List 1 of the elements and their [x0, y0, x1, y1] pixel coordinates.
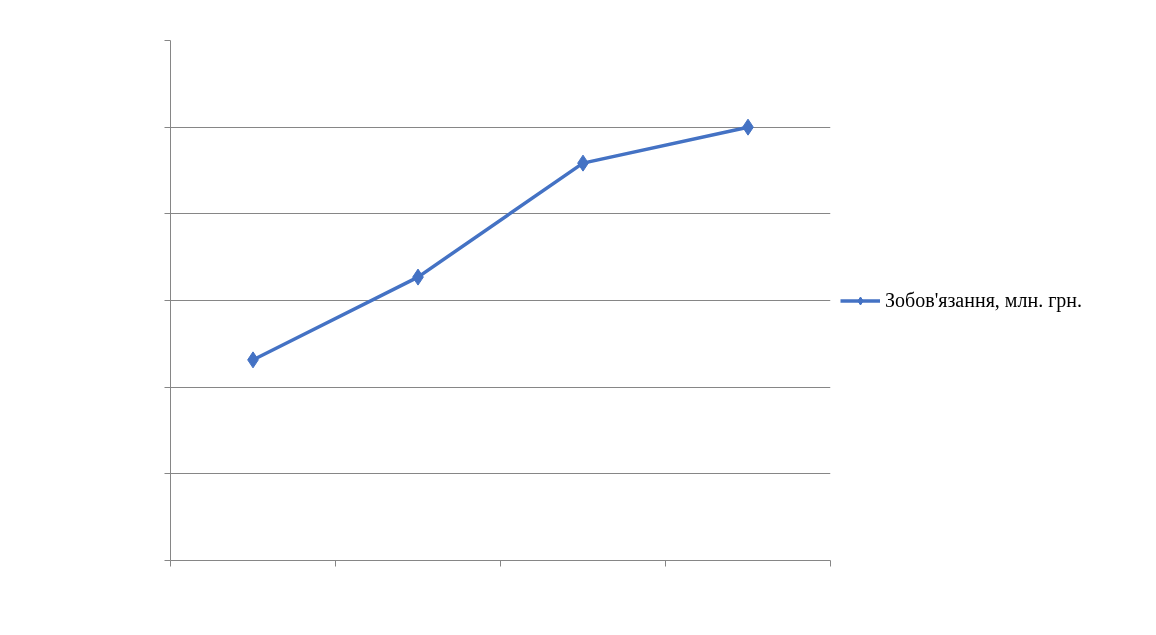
legend-label: Зобов'язання, млн. грн.	[885, 288, 1083, 312]
